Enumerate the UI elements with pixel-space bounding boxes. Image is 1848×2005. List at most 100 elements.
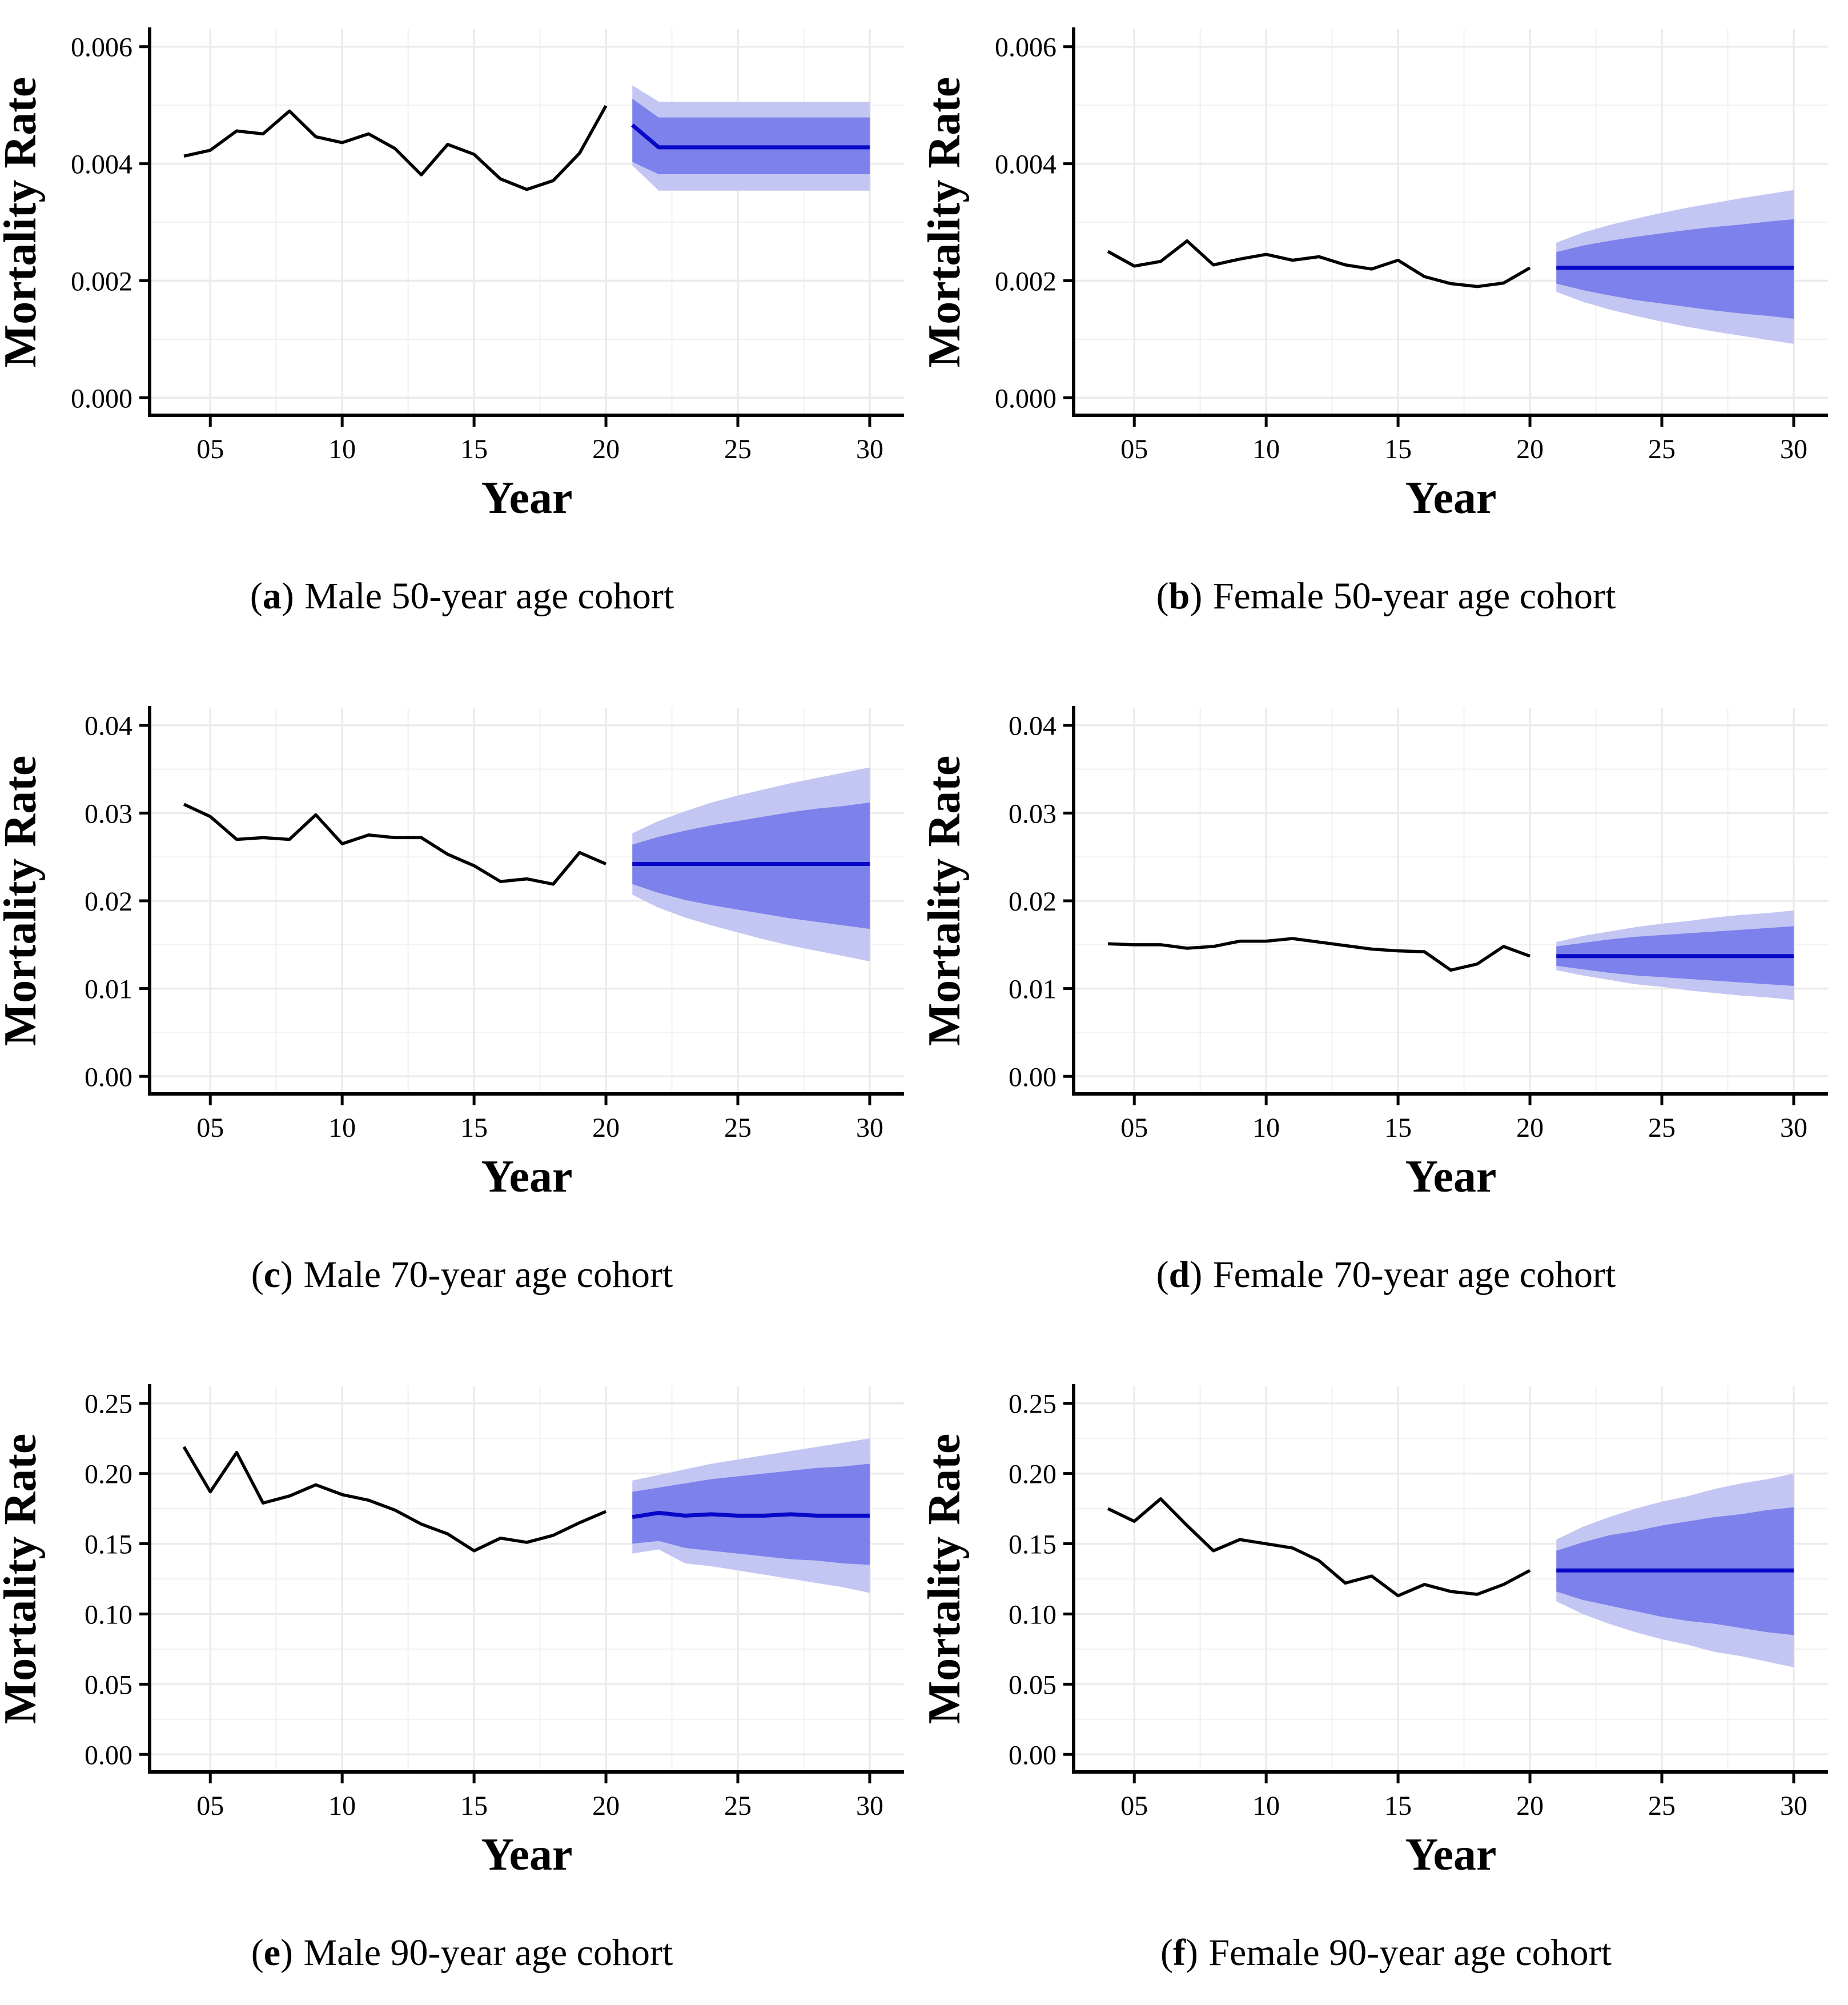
x-axis-title: Year: [481, 1152, 573, 1202]
x-tick-label: 30: [1780, 434, 1807, 464]
x-tick-label: 25: [724, 1113, 752, 1143]
x-tick-label: 15: [460, 1113, 488, 1143]
x-tick-label: 20: [1516, 1791, 1544, 1821]
chart-female-50: 0.000 0.002 0.004 0.006 05 10 15 20 25 30 Year Mort…: [924, 27, 1828, 523]
y-axis-title: Mortality Rate: [0, 755, 46, 1046]
x-tick-label: 05: [1120, 1113, 1148, 1143]
x-tick-label: 25: [1648, 1113, 1676, 1143]
chart-male-70: 0.00 0.01 0.02 0.03 0.04 05 10 15 20 25 30 Year Mort…: [0, 705, 904, 1202]
y-axis-ticks: 0.000 0.002 0.004 0.006: [995, 33, 1074, 414]
y-tick-label: 0.25: [85, 1389, 132, 1419]
subfigure-female-90: 0.00 0.05 0.10 0.15 0.20 0.25 05 10 15 20 25 30 Year…: [924, 1362, 1848, 1974]
y-tick-label: 0.00: [1009, 1062, 1056, 1092]
caption-letter: c: [263, 1253, 280, 1296]
chart-female-90: 0.00 0.05 0.10 0.15 0.20 0.25 05 10 15 20 25 30 Year…: [924, 1384, 1828, 1880]
x-tick-label: 15: [1384, 434, 1412, 464]
y-axis-title: Mortality Rate: [924, 77, 970, 368]
caption-text: Female 70-year age cohort: [1212, 1253, 1616, 1296]
caption-paren-open: (: [250, 575, 263, 617]
caption-paren-open: (: [1160, 1932, 1174, 1974]
x-tick-label: 30: [856, 1791, 883, 1821]
x-axis-ticks: 05 10 15 20 25 30: [196, 1093, 883, 1143]
historical-line: [183, 803, 607, 886]
major-gridlines: [150, 29, 904, 415]
caption-paren-open: (: [251, 1932, 264, 1974]
caption-female-90: (f) Female 90-year age cohort: [924, 1932, 1848, 1974]
y-tick-label: 0.04: [85, 711, 132, 741]
caption-paren-open: (: [1156, 575, 1169, 617]
caption-male-90: (e) Male 90-year age cohort: [0, 1932, 924, 1974]
caption-text: Female 50-year age cohort: [1212, 575, 1616, 617]
caption-male-50: (a) Male 50-year age cohort: [0, 575, 924, 617]
y-axis-title: Mortality Rate: [924, 1434, 970, 1725]
caption-letter: b: [1168, 575, 1190, 617]
caption-female-70: (d) Female 70-year age cohort: [924, 1254, 1848, 1296]
axis-lines: [1072, 27, 1828, 417]
caption-paren-close: ): [281, 575, 294, 617]
y-tick-label: 0.006: [71, 33, 132, 63]
y-axis-ticks: 0.00 0.05 0.10 0.15 0.20 0.25: [1009, 1389, 1074, 1770]
caption-letter: f: [1173, 1932, 1186, 1974]
y-axis-title: Mortality Rate: [0, 77, 46, 368]
caption-text: Male 50-year age cohort: [304, 575, 674, 617]
y-axis-title: Mortality Rate: [924, 755, 970, 1046]
x-axis-title: Year: [481, 473, 573, 523]
chart-male-90: 0.00 0.05 0.10 0.15 0.20 0.25 05 10 15 20 25 30 Year…: [0, 1384, 904, 1880]
y-tick-label: 0.03: [85, 799, 132, 829]
y-tick-label: 0.02: [85, 887, 132, 917]
x-tick-label: 25: [724, 434, 752, 464]
x-tick-label: 20: [592, 1113, 620, 1143]
x-tick-label: 30: [856, 1113, 883, 1143]
y-tick-label: 0.00: [85, 1062, 132, 1092]
x-axis-ticks: 05 10 15 20 25 30: [196, 1772, 883, 1821]
axis-lines: [148, 1384, 904, 1774]
x-axis-ticks: 05 10 15 20 25 30: [1120, 1772, 1807, 1821]
y-tick-label: 0.15: [1009, 1530, 1056, 1560]
y-tick-label: 0.15: [85, 1530, 132, 1560]
x-tick-label: 05: [196, 1113, 224, 1143]
y-tick-label: 0.000: [995, 383, 1056, 414]
x-axis-title: Year: [1405, 1830, 1497, 1880]
caption-paren-close: ): [1190, 1253, 1203, 1296]
y-tick-label: 0.10: [1009, 1600, 1056, 1630]
x-tick-label: 20: [1516, 434, 1544, 464]
x-tick-label: 30: [1780, 1113, 1807, 1143]
caption-female-50: (b) Female 50-year age cohort: [924, 575, 1848, 617]
forecast-median-line: [630, 123, 870, 150]
x-tick-label: 15: [1384, 1113, 1412, 1143]
x-axis-ticks: 05 10 15 20 25 30: [1120, 415, 1807, 464]
x-axis-title: Year: [1405, 1152, 1497, 1202]
x-axis-title: Year: [1405, 473, 1497, 523]
historical-line: [1107, 1497, 1531, 1598]
y-tick-label: 0.10: [85, 1600, 132, 1630]
historical-line: [1107, 239, 1531, 288]
caption-text: Male 90-year age cohort: [303, 1932, 673, 1974]
x-tick-label: 10: [328, 1113, 356, 1143]
x-tick-label: 20: [592, 434, 620, 464]
y-axis-ticks: 0.00 0.01 0.02 0.03 0.04: [1009, 711, 1074, 1092]
y-tick-label: 0.00: [85, 1740, 132, 1770]
y-tick-label: 0.00: [1009, 1740, 1056, 1770]
x-tick-label: 20: [592, 1791, 620, 1821]
historical-line: [1107, 936, 1531, 972]
x-tick-label: 05: [1120, 1791, 1148, 1821]
caption-paren-open: (: [251, 1253, 264, 1296]
x-axis-ticks: 05 10 15 20 25 30: [1120, 1093, 1807, 1143]
historical-line: [183, 105, 608, 191]
chart-female-70: 0.00 0.01 0.02 0.03 0.04 05 10 15 20 25 30 Year Mort…: [924, 705, 1828, 1202]
y-tick-label: 0.000: [71, 383, 132, 414]
x-tick-label: 30: [1780, 1791, 1807, 1821]
x-tick-label: 10: [1252, 1791, 1280, 1821]
y-tick-label: 0.04: [1009, 711, 1056, 741]
major-gridlines: [1074, 707, 1828, 1094]
y-tick-label: 0.01: [85, 974, 132, 1004]
x-tick-label: 15: [460, 434, 488, 464]
x-tick-label: 25: [724, 1791, 752, 1821]
y-tick-label: 0.03: [1009, 799, 1056, 829]
x-tick-label: 05: [1120, 434, 1148, 464]
caption-text: Female 90-year age cohort: [1208, 1932, 1612, 1974]
y-tick-label: 0.05: [1009, 1670, 1056, 1701]
x-tick-label: 05: [196, 1791, 224, 1821]
caption-paren-close: ): [280, 1253, 293, 1296]
minor-gridlines: [150, 1386, 904, 1773]
